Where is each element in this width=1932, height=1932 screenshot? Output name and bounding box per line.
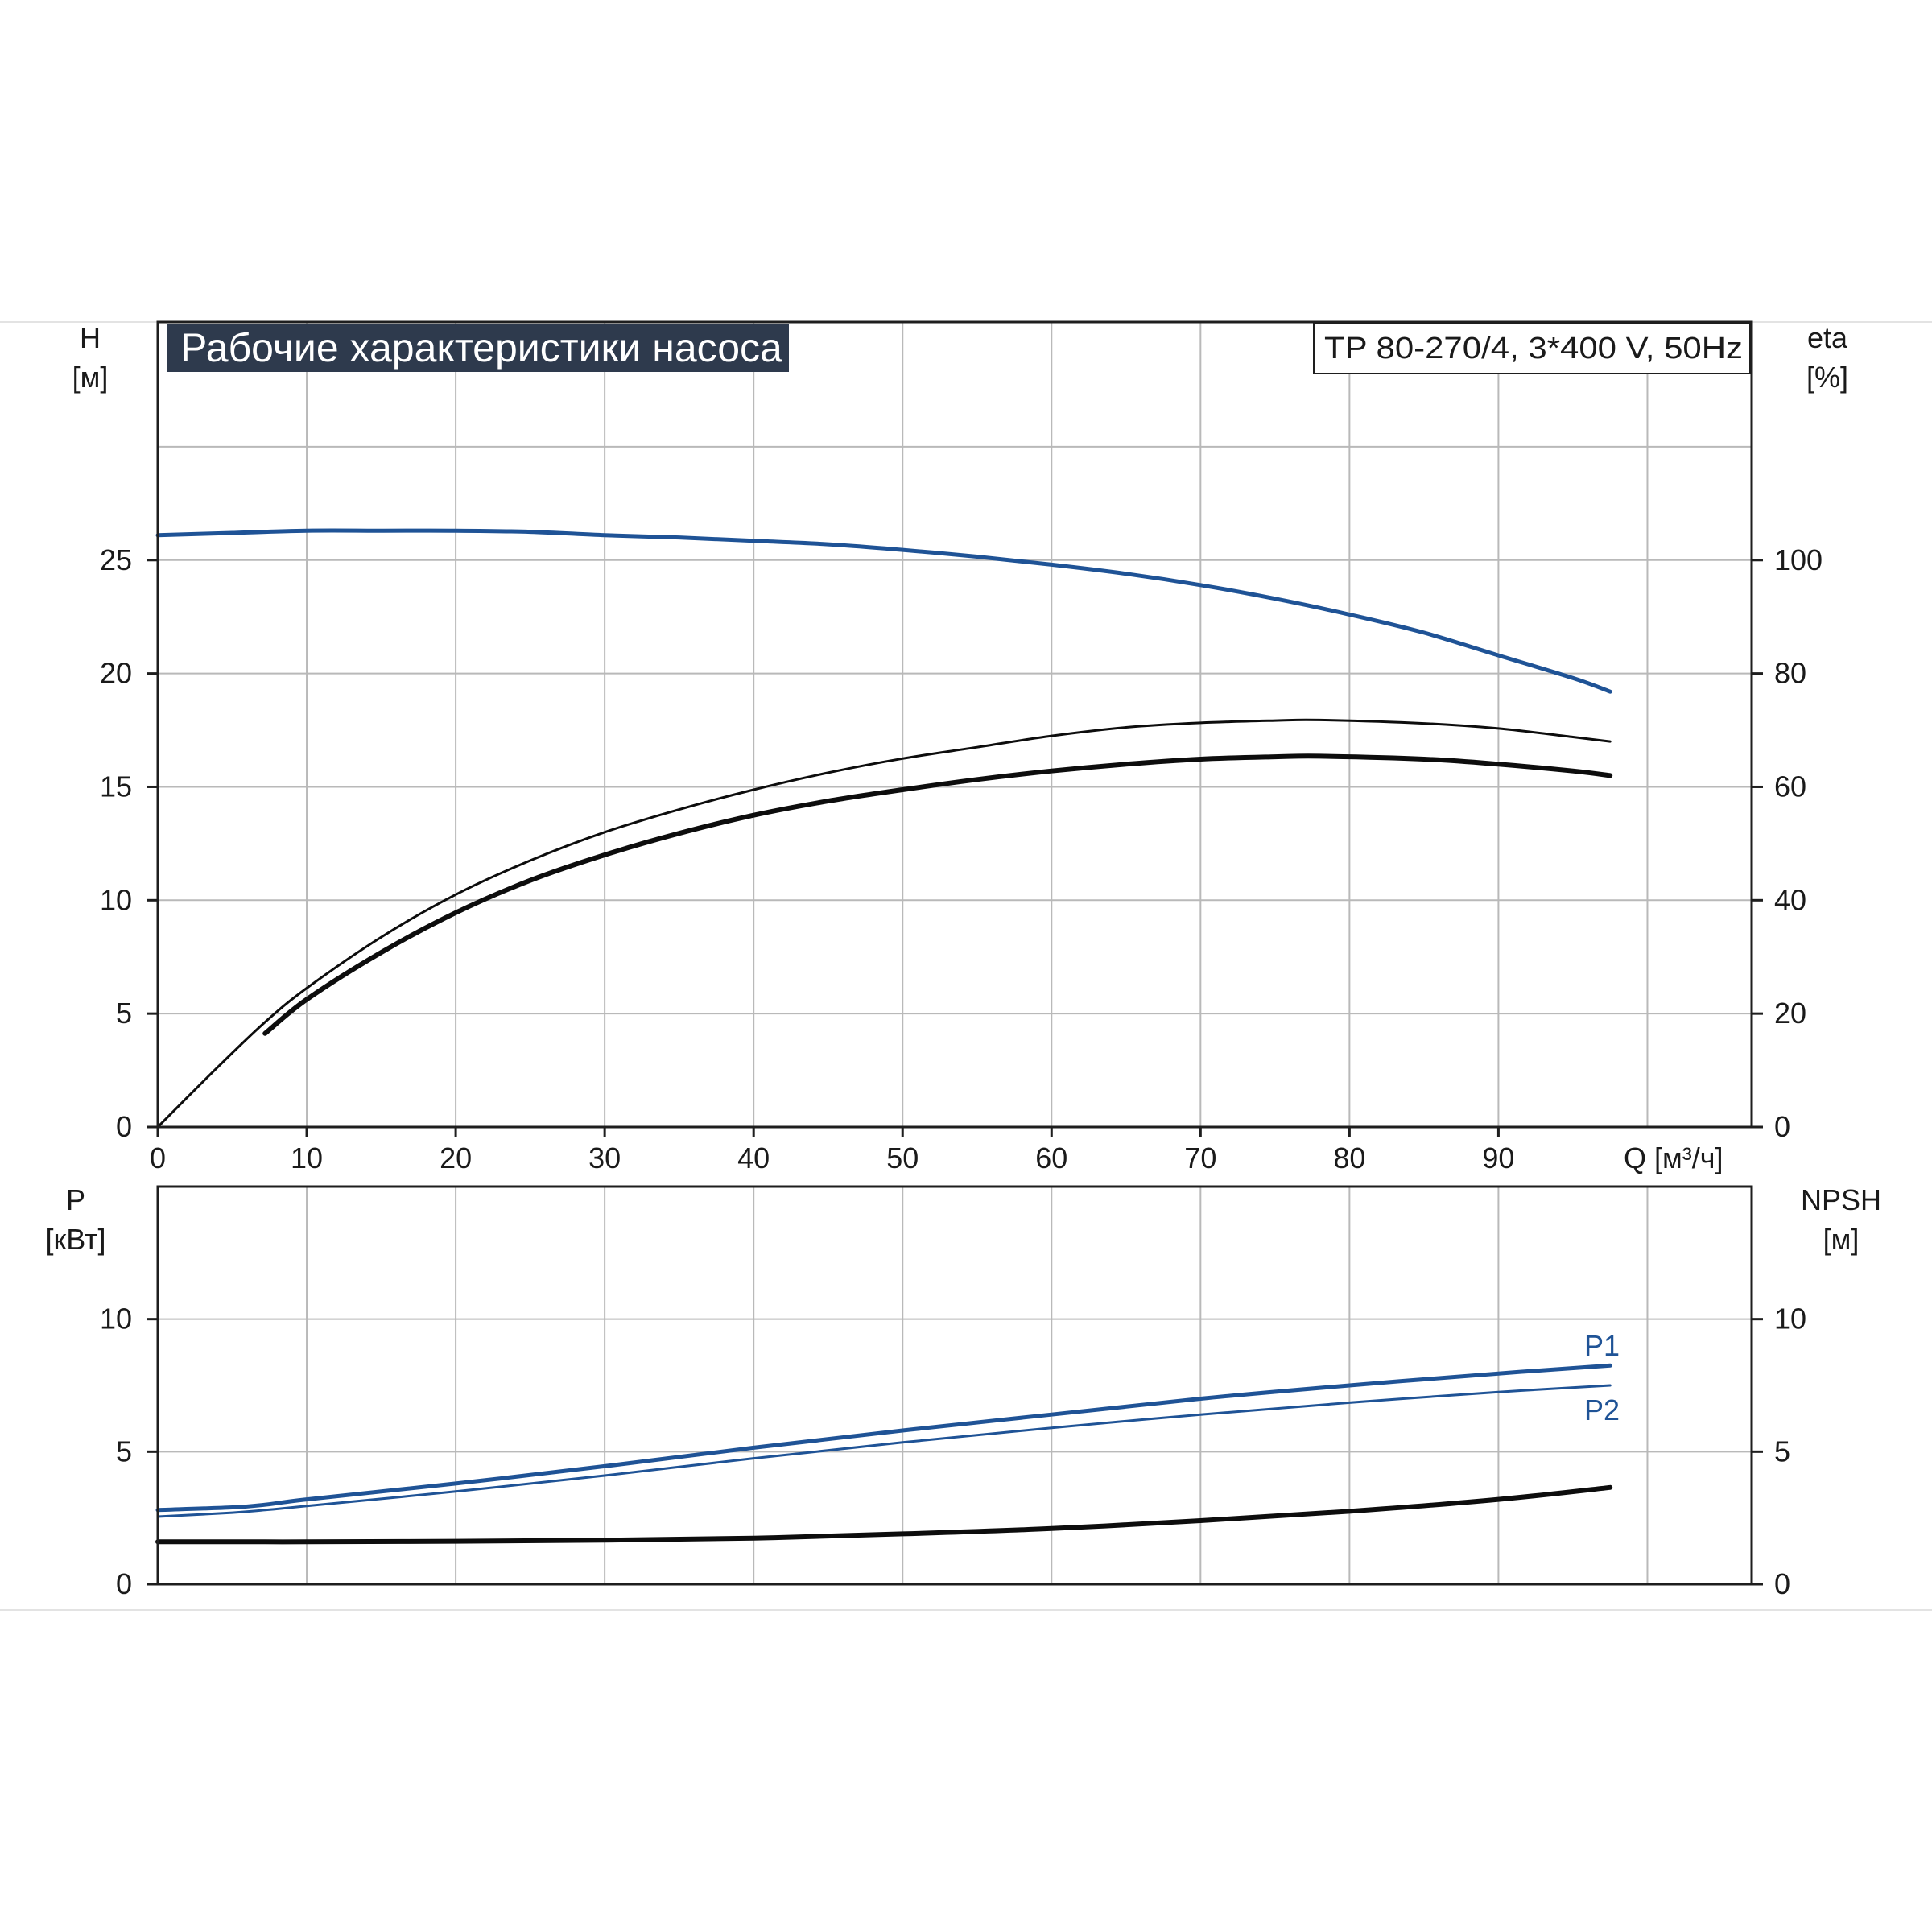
model-box <box>1313 323 1751 374</box>
p2-series-label: P2 <box>1584 1393 1620 1426</box>
eta-tick-label: 40 <box>1774 883 1806 916</box>
eta_thin-curve <box>156 718 1612 1129</box>
x-tick-labels: 0 10 20 30 40 50 60 70 80 90 <box>150 1141 1514 1174</box>
x-axis-title: Q [м³/ч] <box>1624 1141 1724 1174</box>
eta-tick-label: 60 <box>1774 770 1806 803</box>
head-axis-title-unit: [м] <box>72 361 109 394</box>
x-tick-label: 30 <box>588 1141 621 1174</box>
p1-series-label: P1 <box>1584 1329 1620 1362</box>
power-tick-labels: 0 5 10 <box>100 1302 132 1600</box>
p2-curve <box>156 1384 1612 1518</box>
eta-axis-title-symbol: eta <box>1807 321 1848 354</box>
bottom-tick-marks <box>147 1318 1763 1586</box>
power-npsh-chart: 0 5 10 0 5 10 P [кВт] NPSH [м] P1 P2 <box>45 1183 1881 1600</box>
npsh-tick-label: 10 <box>1774 1302 1806 1335</box>
top-series-lines <box>155 528 1613 1129</box>
power-tick-label: 5 <box>116 1435 132 1468</box>
eta-tick-label: 0 <box>1774 1110 1790 1143</box>
bottom-series-lines <box>155 1363 1613 1545</box>
x-tick-label: 60 <box>1035 1141 1067 1174</box>
head-tick-label: 0 <box>116 1110 132 1143</box>
power-axis-title-unit: [кВт] <box>45 1223 105 1256</box>
npsh-tick-label: 0 <box>1774 1567 1790 1600</box>
p1-curve <box>155 1363 1612 1513</box>
npsh-curve <box>155 1484 1613 1545</box>
head-tick-label: 20 <box>100 657 132 690</box>
npsh-axis-title-unit: [м] <box>1823 1223 1860 1256</box>
top-tick-marks <box>147 559 1763 1137</box>
power-tick-label: 0 <box>116 1567 132 1600</box>
power-axis-title-symbol: P <box>66 1183 85 1216</box>
npsh-tick-labels: 0 5 10 <box>1774 1302 1806 1600</box>
top-gridlines <box>158 322 1752 1127</box>
head-axis-title-symbol: H <box>80 321 101 354</box>
x-tick-label: 90 <box>1482 1141 1514 1174</box>
power-tick-label: 10 <box>100 1302 132 1335</box>
npsh-tick-label: 5 <box>1774 1435 1790 1468</box>
page-title: Рабочие характеристики насоса <box>180 325 782 370</box>
x-tick-label: 70 <box>1184 1141 1216 1174</box>
model-label: TP 80-270/4, 3*400 V, 50Hz <box>1324 332 1743 365</box>
eta-tick-label: 20 <box>1774 997 1806 1030</box>
head-tick-label: 5 <box>116 997 132 1030</box>
eta-axis-title-unit: [%] <box>1806 361 1848 394</box>
npsh-axis-title-symbol: NPSH <box>1801 1183 1881 1216</box>
x-tick-label: 50 <box>886 1141 919 1174</box>
head-curve <box>155 528 1612 694</box>
eta_thick-curve <box>262 753 1613 1036</box>
title-banner <box>167 324 789 372</box>
eta-tick-labels: 0 20 40 60 80 100 <box>1774 543 1823 1143</box>
x-tick-label: 80 <box>1333 1141 1365 1174</box>
head-tick-labels: 0 5 10 15 20 25 <box>100 543 132 1143</box>
head-tick-label: 10 <box>100 883 132 916</box>
x-tick-label: 10 <box>291 1141 323 1174</box>
top-plot-frame <box>156 320 1753 1129</box>
x-tick-label: 0 <box>150 1141 166 1174</box>
bottom-plot-frame <box>156 1185 1753 1586</box>
x-tick-label: 40 <box>737 1141 770 1174</box>
head-efficiency-chart: 0 10 20 30 40 50 60 70 80 90 0 5 10 15 20 25 0 20 40 60 80… <box>72 320 1848 1174</box>
head-tick-label: 15 <box>100 770 132 803</box>
eta-tick-label: 80 <box>1774 657 1806 690</box>
head-tick-label: 25 <box>100 543 132 576</box>
x-tick-label: 20 <box>440 1141 472 1174</box>
eta-tick-label: 100 <box>1774 543 1823 576</box>
bottom-gridlines <box>158 1187 1752 1584</box>
